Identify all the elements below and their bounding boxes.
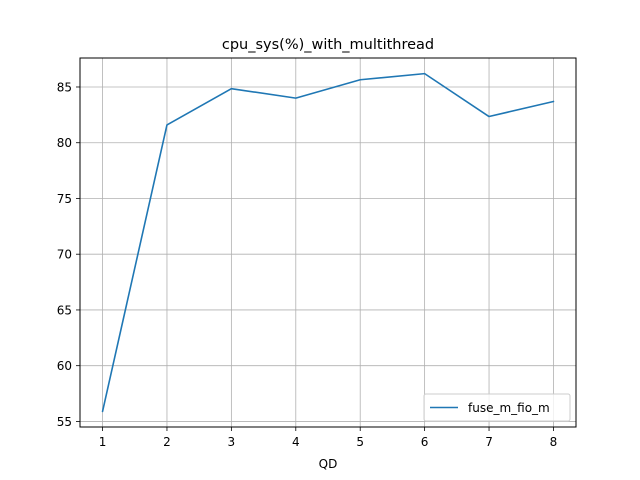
x-tick-label: 1: [99, 435, 107, 449]
y-tick-label: 65: [57, 303, 72, 317]
x-tick-label: 5: [356, 435, 364, 449]
legend: fuse_m_fio_m: [423, 393, 571, 422]
axis-ticks: 1 2 3 4 5 6 7 8 55 60 65 70 75 80 85: [57, 80, 558, 449]
x-tick-label: 3: [228, 435, 236, 449]
y-tick-label: 70: [57, 248, 72, 262]
x-tick-label: 4: [292, 435, 300, 449]
series-line-fuse_m_fio_m: [101, 72, 555, 413]
x-tick-label: 2: [163, 435, 171, 449]
plot-frame: [79, 57, 577, 428]
y-tick-label: 85: [57, 80, 72, 94]
legend-label: fuse_m_fio_m: [468, 401, 550, 415]
y-tick-label: 55: [57, 415, 72, 429]
x-tick-label: 6: [421, 435, 429, 449]
x-tick-label: 8: [550, 435, 558, 449]
legend-box: [423, 393, 571, 422]
y-tick-label: 60: [57, 359, 72, 373]
y-tick-label: 80: [57, 136, 72, 150]
y-tick-label: 75: [57, 192, 72, 206]
chart-title: cpu_sys(%)_with_multithread: [222, 37, 434, 53]
grid-lines: [80, 58, 576, 427]
series-lines: [101, 72, 555, 413]
x-axis-label: QD: [319, 457, 338, 471]
x-tick-label: 7: [485, 435, 493, 449]
